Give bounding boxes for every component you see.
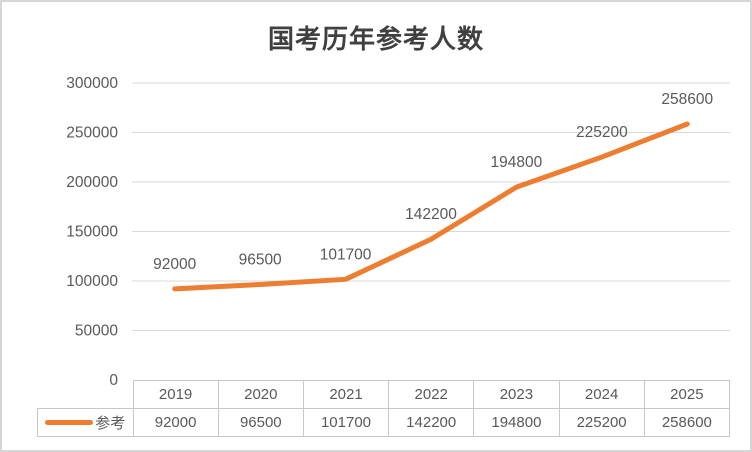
chart-title: 国考历年参考人数 (267, 24, 484, 54)
series-line (172, 121, 690, 292)
table-value-cell: 96500 (217, 408, 304, 437)
y-axis-tick-label: 250000 (66, 125, 118, 142)
y-axis-tick-label: 200000 (66, 174, 118, 191)
table-year-cell: 2019 (132, 380, 219, 409)
data-label: 142200 (405, 206, 457, 223)
data-label: 96500 (239, 251, 282, 268)
table-year-cell: 2022 (388, 380, 475, 409)
table-year-cell: 2021 (302, 380, 390, 409)
table-values-row: 参考 92000 96500 101700 142200 194800 225200 2586… (37, 408, 731, 437)
legend-wrap: 参考 (38, 412, 132, 433)
y-axis-tick-label: 50000 (75, 323, 118, 340)
table-value-cell: 101700 (302, 408, 390, 437)
table-year-cell: 2025 (643, 380, 731, 409)
table-value-cell: 194800 (473, 408, 560, 437)
legend-cell: 参考 (37, 408, 134, 437)
data-label: 92000 (153, 256, 196, 273)
y-axis-tick-label: 100000 (66, 273, 118, 290)
data-table-body: 2019 2020 2021 2022 2023 2024 2025 参考 92000 96500… (37, 380, 731, 437)
table-year-cell: 2024 (558, 380, 645, 409)
data-label: 225200 (576, 124, 628, 141)
y-axis-tick-label: 0 (109, 372, 118, 389)
data-label: 258600 (661, 91, 713, 108)
table-year-cell: 2020 (217, 380, 304, 409)
table-value-cell: 225200 (558, 408, 645, 437)
legend-line-swatch-icon (45, 420, 94, 425)
table-corner-cell (38, 381, 134, 409)
data-label: 194800 (491, 154, 543, 171)
data-table: 2019 2020 2021 2022 2023 2024 2025 参考 92000 96500… (37, 380, 731, 437)
table-year-cell: 2023 (473, 380, 560, 409)
legend-series-name: 参考 (95, 415, 126, 432)
y-axis-tick-label: 300000 (66, 75, 118, 92)
table-years-row: 2019 2020 2021 2022 2023 2024 2025 (38, 380, 731, 409)
table-value-cell: 142200 (388, 408, 475, 437)
table-value-cell: 92000 (132, 408, 219, 437)
y-axis-tick-label: 150000 (66, 224, 118, 241)
data-label: 101700 (320, 246, 372, 263)
table-value-cell: 258600 (643, 408, 731, 437)
